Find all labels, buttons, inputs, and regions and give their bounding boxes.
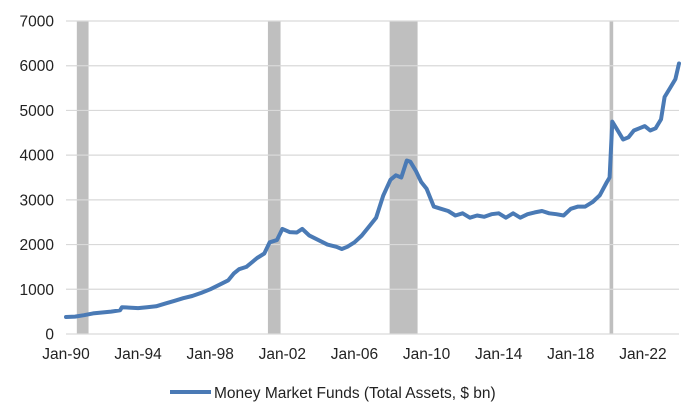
recession-bar — [76, 21, 89, 334]
y-tick-label: 7000 — [20, 14, 55, 31]
recession-shading — [76, 21, 614, 334]
legend-label: Money Market Funds (Total Assets, $ bn) — [214, 385, 496, 402]
x-tick-label: Jan-14 — [475, 346, 523, 363]
y-tick-label: 5000 — [20, 103, 55, 120]
x-tick-label: Jan-90 — [42, 346, 90, 363]
x-tick-label: Jan-10 — [403, 346, 451, 363]
y-axis-ticks: 0 1000 2000 3000 4000 5000 6000 7000 — [20, 14, 55, 344]
x-tick-label: Jan-98 — [187, 346, 234, 363]
horizontal-gridlines — [66, 20, 679, 335]
series-line — [64, 61, 681, 319]
x-tick-label: Jan-22 — [619, 346, 666, 363]
y-tick-label: 2000 — [20, 237, 55, 254]
y-tick-label: 6000 — [20, 58, 55, 75]
x-tick-label: Jan-94 — [114, 346, 162, 363]
series-lines — [64, 61, 681, 319]
y-tick-label: 3000 — [20, 192, 55, 209]
x-tick-label: Jan-18 — [547, 346, 594, 363]
x-tick-label: Jan-02 — [259, 346, 306, 363]
y-tick-label: 4000 — [20, 148, 55, 165]
legend: Money Market Funds (Total Assets, $ bn) — [170, 385, 496, 402]
y-tick-label: 0 — [45, 327, 54, 344]
x-axis-ticks: Jan-90 Jan-94 Jan-98 Jan-02 Jan-06 Jan-10 Jan-… — [42, 346, 666, 363]
y-tick-label: 1000 — [20, 282, 55, 299]
x-tick-label: Jan-06 — [331, 346, 378, 363]
recession-bar — [267, 21, 281, 334]
